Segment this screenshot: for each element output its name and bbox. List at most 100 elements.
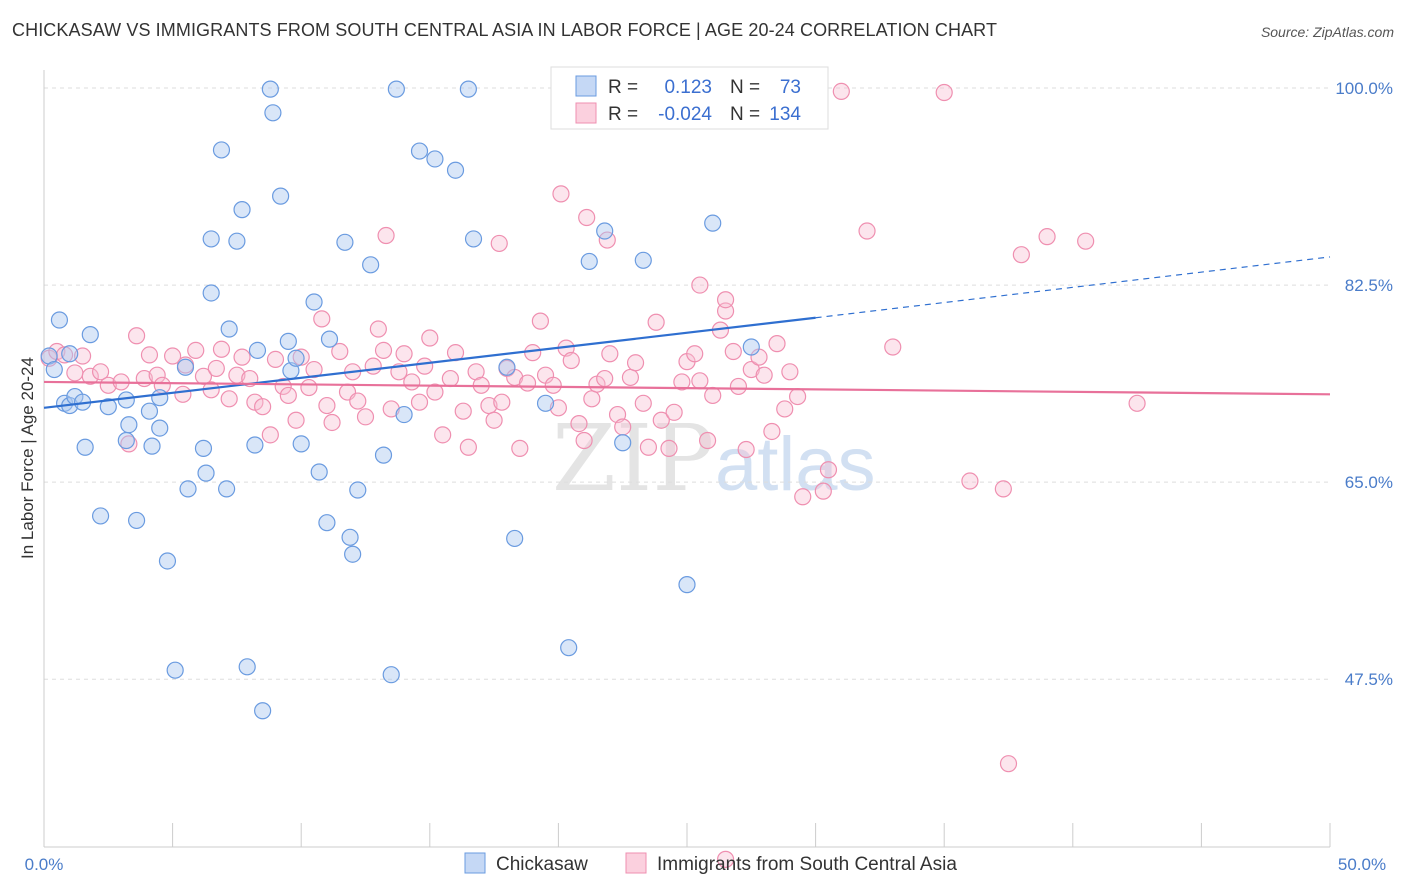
immigrants-point [596, 369, 614, 388]
immigrants-point [686, 345, 704, 363]
immigrants-point [601, 345, 619, 363]
series-legend-label-chickasaw: Chickasaw [496, 854, 588, 875]
immigrants-point [91, 363, 110, 381]
y-tick-labels: 47.5% 65.0% 82.5% 100.0% [1335, 79, 1393, 689]
chickasaw-point [81, 326, 99, 344]
immigrants-point [300, 378, 318, 397]
immigrants-point [274, 377, 292, 396]
immigrants-point [459, 438, 477, 456]
chickasaw-point [45, 360, 63, 379]
immigrants-point [318, 396, 336, 415]
legend-r-label-2: R = [608, 104, 638, 125]
chickasaw-point [197, 464, 215, 482]
immigrants-point [652, 411, 670, 429]
chickasaw-point [166, 661, 184, 679]
immigrants-point [1038, 228, 1056, 246]
legend-swatch-chickasaw [575, 75, 597, 97]
immigrants-point [819, 461, 838, 479]
chickasaw-point [120, 416, 138, 434]
immigrants-point [485, 411, 503, 429]
immigrants-point [634, 394, 652, 412]
immigrants-point [660, 439, 678, 457]
chart-source: Source: ZipAtlas.com [1260, 24, 1394, 40]
immigrants-point [441, 369, 459, 388]
immigrants-point [755, 366, 773, 384]
chickasaw-point [344, 545, 362, 563]
legend-n-value-1: 73 [780, 77, 801, 98]
immigrants-point [999, 755, 1018, 773]
trend-lines [43, 256, 1331, 409]
immigrants-point [421, 329, 439, 347]
chickasaw-point [272, 187, 290, 205]
immigrants-point [737, 440, 755, 459]
immigrants-point [261, 426, 279, 444]
chickasaw-point [336, 233, 354, 251]
immigrants-point [127, 327, 146, 345]
chickasaw-point [459, 80, 477, 98]
chickasaw-point [91, 507, 110, 525]
immigrants-point [410, 393, 429, 411]
chickasaw-point [212, 141, 231, 159]
chickasaw-point [143, 437, 161, 455]
immigrants-point [698, 431, 717, 450]
immigrants-point [1128, 394, 1146, 412]
immigrants-point [763, 422, 781, 441]
immigrants-point [174, 385, 192, 403]
immigrants-point [531, 312, 549, 330]
chickasaw-trend-extension [815, 256, 1331, 319]
chickasaw-point [464, 230, 483, 248]
legend-n-label-1: N = [730, 77, 760, 98]
legend-n-label-2: N = [730, 104, 760, 125]
legend-n-value-2: 134 [769, 104, 801, 125]
chickasaw-point [158, 552, 177, 570]
immigrants-point [794, 488, 812, 506]
chickasaw-point [498, 358, 516, 376]
chickasaw-point [279, 332, 297, 350]
legend-swatch-immigrants [575, 102, 597, 124]
chickasaw-trend-line [43, 316, 816, 409]
immigrants-point [490, 234, 508, 253]
chickasaw-point [220, 320, 238, 338]
watermark-zip: ZIP [552, 405, 714, 512]
chickasaw-point [395, 405, 413, 424]
chickasaw-point [310, 463, 328, 481]
chickasaw-point [318, 514, 336, 532]
chickasaw-point [387, 80, 405, 98]
immigrants-point [416, 357, 434, 375]
immigrants-point [287, 411, 305, 429]
immigrants-point [66, 364, 84, 382]
immigrants-point [994, 480, 1012, 498]
chickasaw-point [320, 330, 339, 348]
immigrants-point [549, 399, 568, 417]
chickasaw-point [151, 419, 169, 437]
x-tick-label-min: 0.0% [25, 855, 64, 874]
immigrants-point [305, 360, 323, 379]
chickasaw-point [246, 436, 264, 454]
immigrants-point [570, 414, 588, 433]
immigrants-point [220, 390, 238, 408]
chickasaw-point [634, 251, 652, 269]
immigrants-point [704, 386, 722, 405]
chickasaw-point [50, 311, 69, 329]
series-legend: Chickasaw Immigrants from South Central … [464, 852, 957, 875]
chickasaw-point [248, 341, 267, 359]
immigrants-point [426, 383, 444, 401]
immigrants-point [395, 345, 413, 363]
chickasaw-point [287, 349, 305, 367]
immigrants-point [673, 373, 691, 391]
immigrants-point [349, 392, 367, 410]
x-tick-label-max: 50.0% [1338, 855, 1386, 874]
chickasaw-point [261, 80, 279, 98]
chickasaw-point [202, 284, 220, 302]
immigrants-point [788, 387, 807, 406]
immigrants-point [99, 376, 117, 394]
immigrants-point [768, 335, 786, 353]
immigrants-point [493, 393, 511, 411]
immigrants-point [81, 367, 99, 385]
immigrants-point [374, 341, 393, 359]
immigrants-point [233, 348, 251, 366]
immigrants-point [884, 338, 902, 356]
immigrants-point [691, 276, 709, 294]
immigrants-point [511, 439, 529, 457]
chickasaw-point [228, 232, 246, 250]
